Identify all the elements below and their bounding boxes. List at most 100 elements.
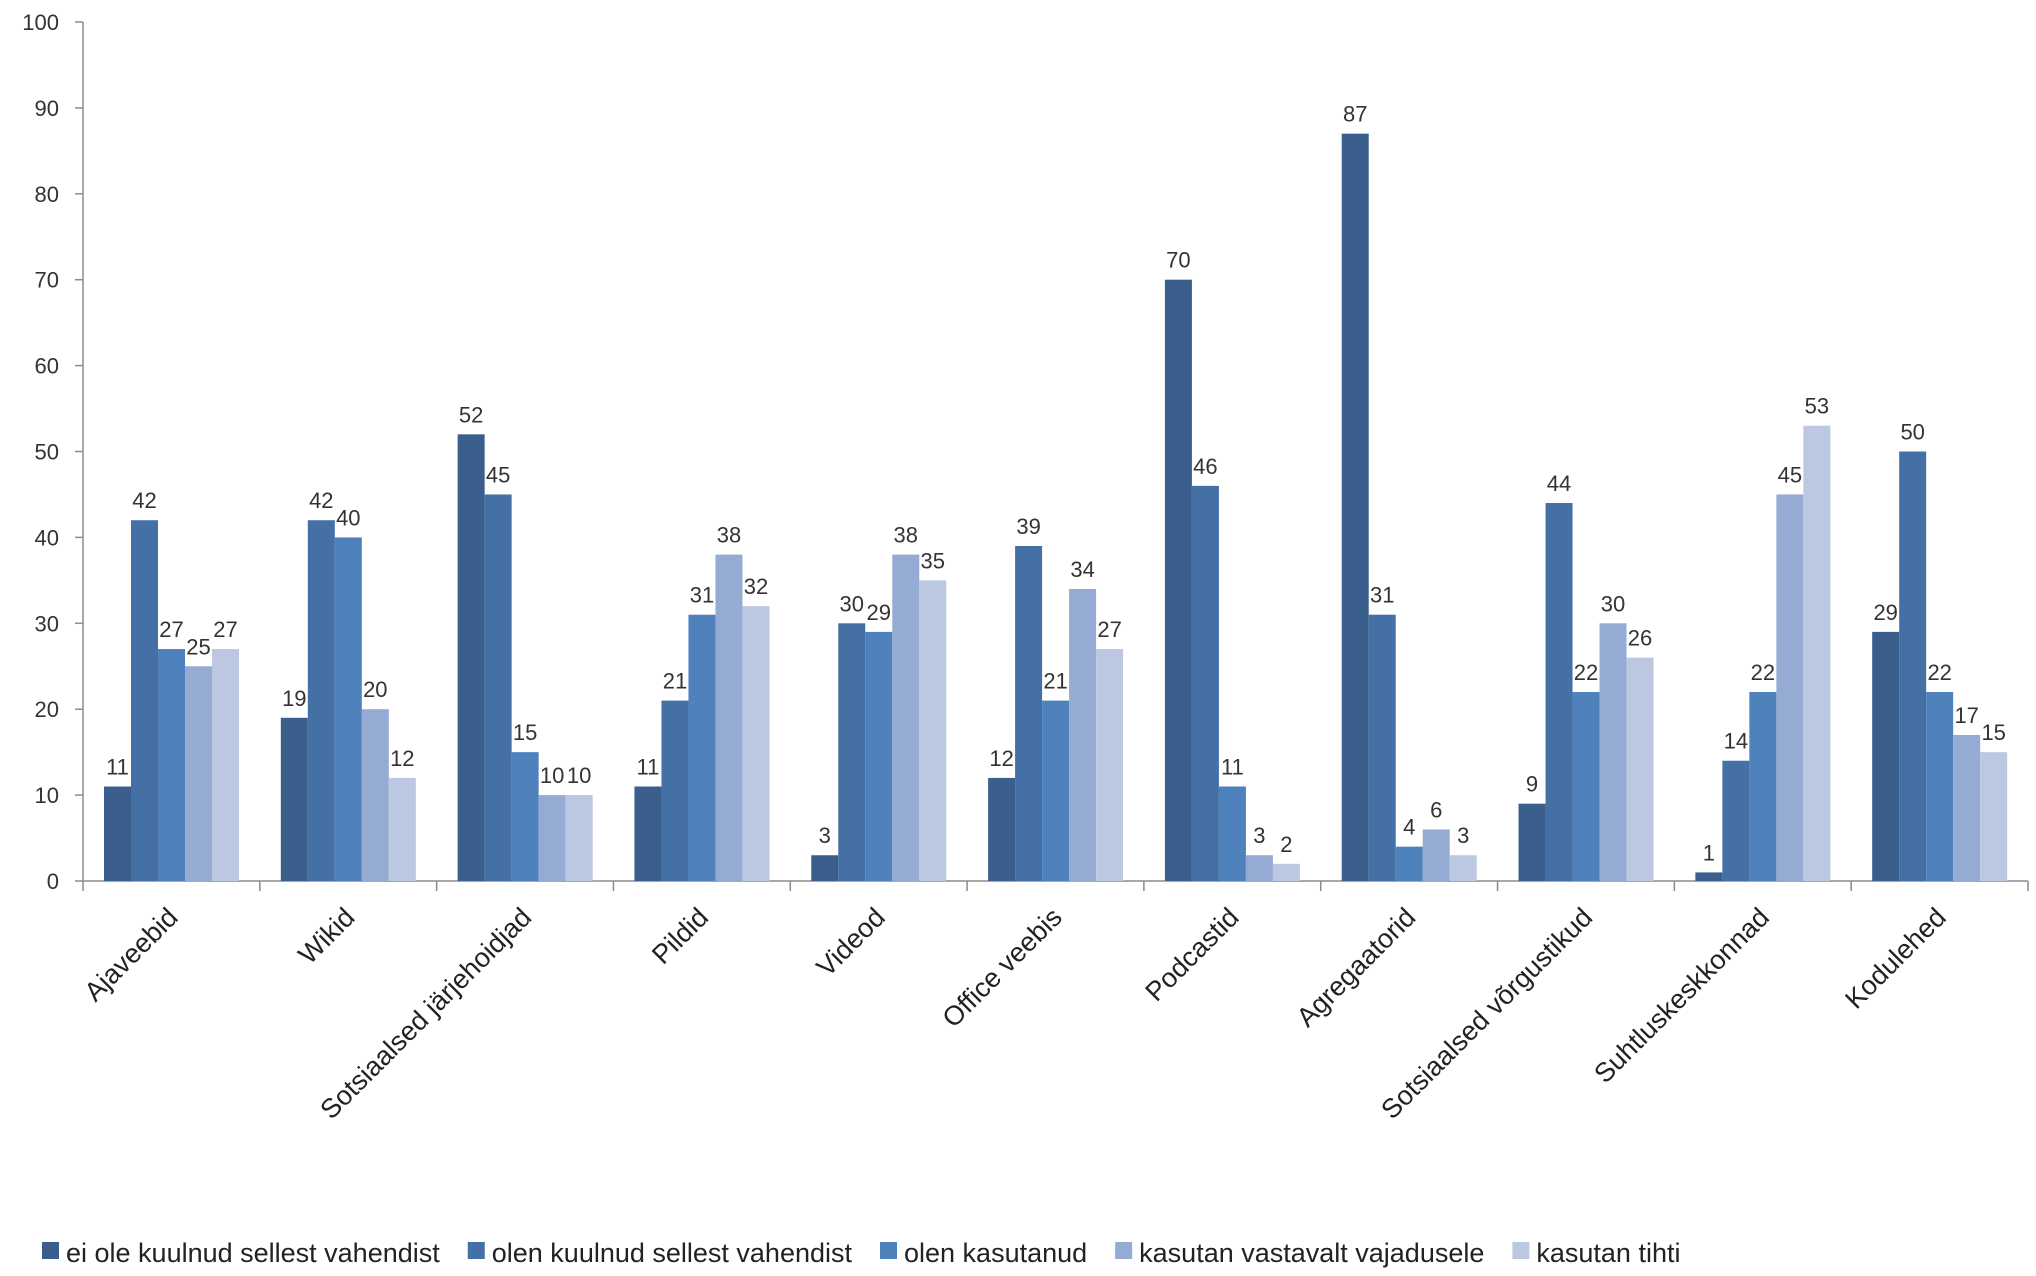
y-tick-label: 20 xyxy=(35,697,59,722)
data-label: 29 xyxy=(1873,600,1897,625)
bar xyxy=(158,649,185,881)
bar xyxy=(1872,631,1900,881)
data-label: 11 xyxy=(637,755,660,780)
bar xyxy=(1980,752,2008,881)
data-label: 14 xyxy=(1724,729,1748,754)
data-label: 10 xyxy=(567,763,591,788)
bar xyxy=(661,700,689,881)
data-label: 29 xyxy=(867,600,891,625)
bar xyxy=(538,795,566,881)
data-label: 11 xyxy=(106,755,129,780)
bar xyxy=(1245,855,1273,881)
bar xyxy=(484,494,512,881)
bar xyxy=(1518,803,1546,881)
data-label: 15 xyxy=(1981,720,2005,745)
bar xyxy=(280,717,308,881)
bar xyxy=(1722,760,1750,881)
data-label: 17 xyxy=(1954,703,1978,728)
bar xyxy=(1599,623,1627,881)
data-label: 46 xyxy=(1193,454,1217,479)
bar xyxy=(1164,279,1192,881)
bar xyxy=(1776,494,1804,881)
y-tick-label: 90 xyxy=(35,96,59,121)
data-label: 10 xyxy=(540,763,564,788)
bar xyxy=(511,752,539,881)
legend-swatch xyxy=(1512,1242,1530,1259)
bar xyxy=(565,795,593,881)
y-tick-label: 70 xyxy=(35,268,59,293)
category-label: Videod xyxy=(811,902,891,982)
y-tick-label: 80 xyxy=(35,182,59,207)
category-label: Office veebis xyxy=(937,902,1068,1033)
bar xyxy=(1749,692,1777,881)
data-label: 31 xyxy=(1370,583,1394,608)
data-label: 11 xyxy=(1221,755,1244,780)
data-label: 19 xyxy=(282,686,306,711)
bar xyxy=(361,709,389,881)
data-label: 52 xyxy=(459,402,483,427)
bar xyxy=(811,855,839,881)
legend-label: olen kasutanud xyxy=(904,1238,1087,1268)
data-label: 22 xyxy=(1751,660,1775,685)
data-label: 31 xyxy=(690,583,714,608)
data-label: 50 xyxy=(1900,420,1924,445)
bar xyxy=(634,786,662,881)
data-label: 27 xyxy=(1097,617,1121,642)
bar xyxy=(185,666,212,881)
data-label: 21 xyxy=(663,669,687,694)
category-label: Wikid xyxy=(293,902,361,970)
bar xyxy=(104,786,131,881)
data-label: 4 xyxy=(1403,815,1415,840)
data-label: 40 xyxy=(336,505,360,530)
y-tick-label: 40 xyxy=(35,525,59,550)
data-label: 38 xyxy=(894,523,918,548)
bar xyxy=(1272,863,1300,881)
bar xyxy=(988,777,1016,881)
data-label: 42 xyxy=(309,488,333,513)
category-label: Agregaatorid xyxy=(1291,902,1422,1033)
data-label: 34 xyxy=(1070,557,1094,582)
legend-label: kasutan tihti xyxy=(1536,1238,1680,1268)
bar xyxy=(1015,545,1043,881)
bar xyxy=(1368,614,1396,881)
data-label: 15 xyxy=(513,720,537,745)
bar xyxy=(388,777,416,881)
bar xyxy=(307,520,335,881)
data-label: 87 xyxy=(1343,102,1367,127)
data-label: 32 xyxy=(744,574,768,599)
bar xyxy=(892,554,920,881)
y-tick-label: 10 xyxy=(35,783,59,808)
bar xyxy=(1395,846,1423,881)
bar xyxy=(334,537,362,881)
data-label: 45 xyxy=(486,462,510,487)
data-label: 25 xyxy=(186,634,210,659)
category-label: Pildid xyxy=(646,902,714,970)
data-label: 6 xyxy=(1430,797,1442,822)
bar xyxy=(1069,588,1097,881)
data-label: 42 xyxy=(132,488,156,513)
bar xyxy=(1926,692,1954,881)
data-label: 2 xyxy=(1280,832,1292,857)
data-label: 70 xyxy=(1166,248,1190,273)
data-label: 27 xyxy=(159,617,183,642)
bar xyxy=(1572,692,1600,881)
data-label: 53 xyxy=(1805,394,1829,419)
bar xyxy=(865,631,893,881)
y-tick-label: 60 xyxy=(35,354,59,379)
category-label: Podcastid xyxy=(1140,902,1245,1007)
bar xyxy=(1899,451,1927,881)
bar xyxy=(212,649,239,881)
data-label: 22 xyxy=(1574,660,1598,685)
y-tick-label: 0 xyxy=(47,869,59,894)
bar xyxy=(715,554,743,881)
legend-label: olen kuulnud sellest vahendist xyxy=(492,1238,853,1268)
bar xyxy=(1695,872,1723,881)
bar xyxy=(1449,855,1477,881)
bar xyxy=(1191,485,1219,881)
category-label: Suhtluskeskkonnad xyxy=(1588,902,1775,1089)
y-tick-label: 50 xyxy=(35,440,59,465)
data-label: 3 xyxy=(819,823,831,848)
legend-swatch xyxy=(42,1242,59,1259)
